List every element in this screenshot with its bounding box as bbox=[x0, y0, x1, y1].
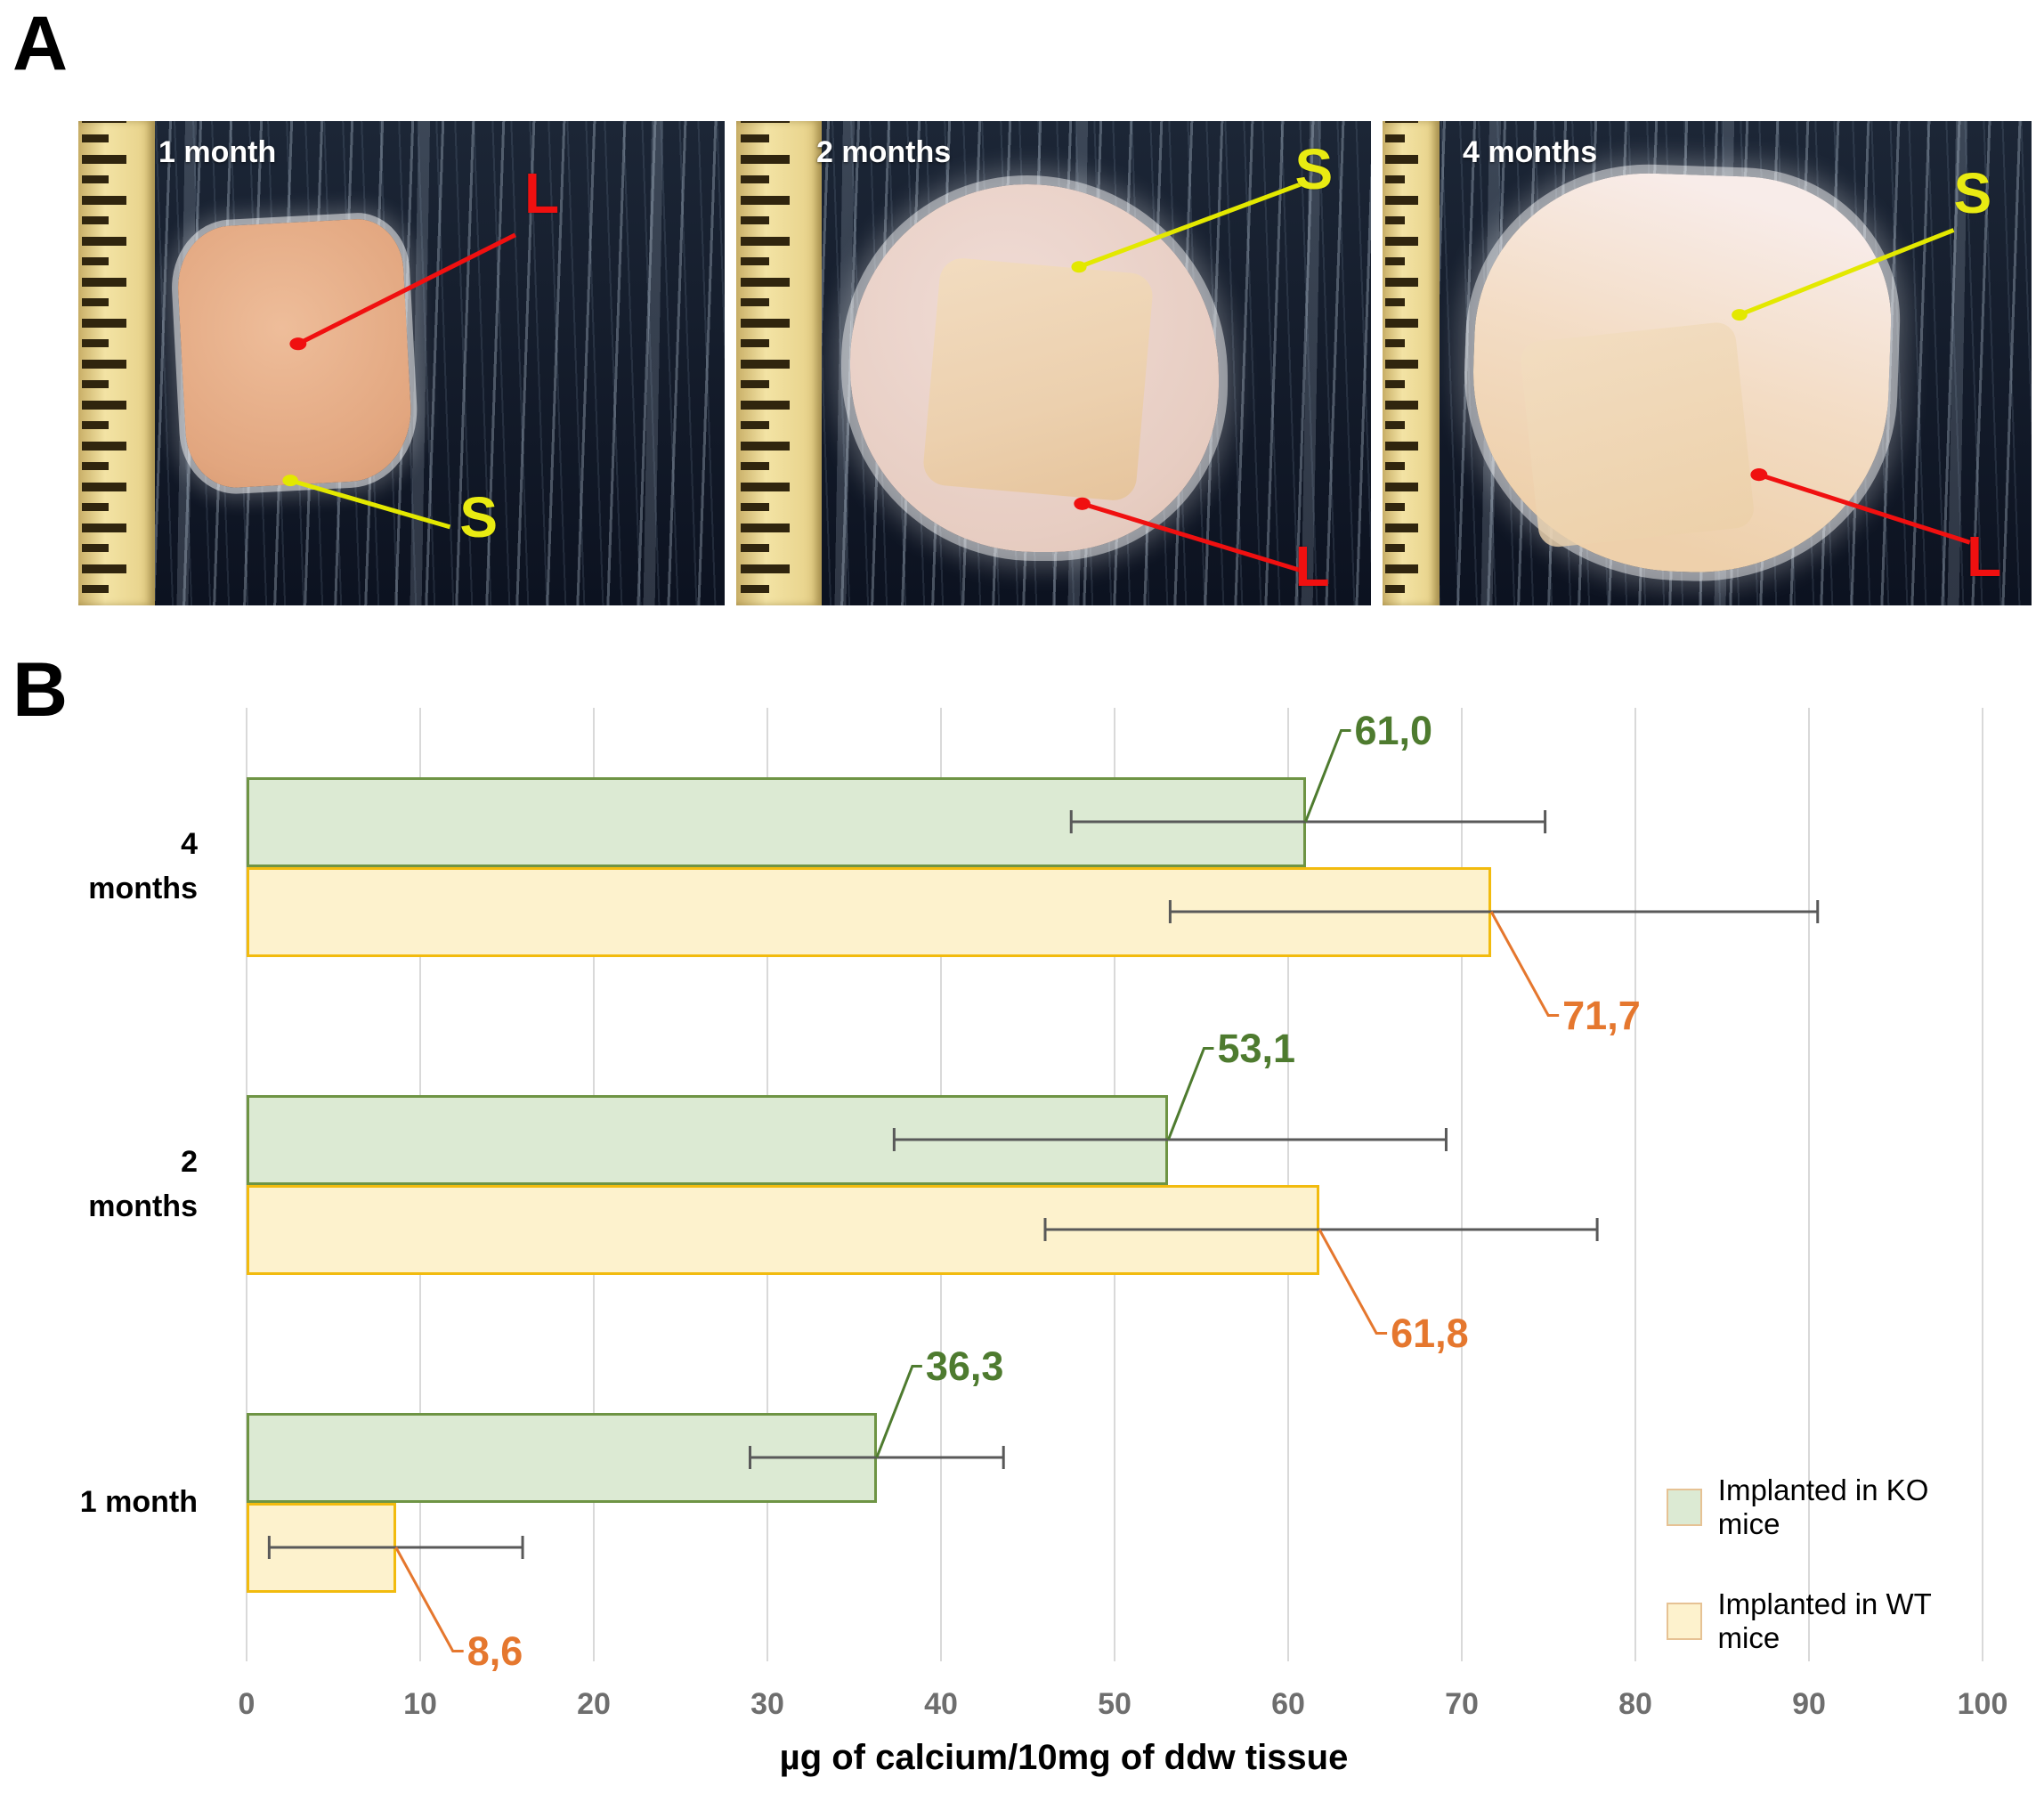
x-tick-label-50: 50 bbox=[1098, 1687, 1132, 1721]
value-label-ko-2-months: 53,1 bbox=[1217, 1025, 1296, 1071]
legend-swatch-wt-icon bbox=[1667, 1603, 1702, 1640]
tissue-sample bbox=[850, 183, 1219, 553]
x-tick-label-90: 90 bbox=[1792, 1687, 1826, 1721]
value-label-ko-4-months: 61,0 bbox=[1354, 707, 1433, 753]
photo-2-months: 2 months L S bbox=[736, 121, 1371, 605]
annotation-lines bbox=[282, 121, 725, 605]
annotation-lines bbox=[1732, 121, 2032, 605]
gridline-x-90 bbox=[1808, 708, 1810, 1661]
value-label-wt-4-months: 71,7 bbox=[1562, 992, 1641, 1038]
x-tick-label-20: 20 bbox=[577, 1687, 611, 1721]
ruler-icon bbox=[78, 121, 155, 605]
panel-a-label: A bbox=[12, 1, 69, 86]
shell-marker: S bbox=[1294, 136, 1334, 201]
x-tick-label-10: 10 bbox=[403, 1687, 437, 1721]
legend-label-ko: Implanted in KO mice bbox=[1717, 1473, 1929, 1540]
photo-1-month: 1 month L S bbox=[78, 121, 725, 605]
category-label-2-months: 2 months bbox=[88, 1145, 198, 1223]
photo-4-months: 4 months L S bbox=[1383, 121, 2032, 605]
category-label-4-months: 4 months bbox=[88, 827, 198, 905]
x-tick-label-60: 60 bbox=[1271, 1687, 1305, 1721]
x-tick-label-40: 40 bbox=[924, 1687, 958, 1721]
annotation-lines bbox=[1071, 121, 1371, 605]
legend-label-wt: Implanted in WT mice bbox=[1717, 1587, 1932, 1654]
panel-b-label: B bbox=[12, 647, 69, 733]
gridline-x-100 bbox=[1982, 708, 1983, 1661]
legend-swatch-ko-icon bbox=[1667, 1489, 1702, 1526]
chart-legend: Implanted in KO mice Implanted in WT mic… bbox=[1667, 1473, 1983, 1701]
photo-time-label: 1 month bbox=[158, 135, 277, 169]
photo-time-label: 4 months bbox=[1463, 135, 1598, 169]
lesion-marker: L bbox=[1294, 533, 1330, 598]
bar-wt-2-months bbox=[247, 1184, 1320, 1275]
error-bars-and-leaders bbox=[267, 729, 1820, 1652]
photo-time-label: 2 months bbox=[816, 135, 952, 169]
gridline-x-70 bbox=[1461, 708, 1463, 1661]
lesion-marker: L bbox=[1967, 524, 2002, 589]
x-tick-label-0: 0 bbox=[238, 1687, 256, 1721]
ruler-icon bbox=[1383, 121, 1440, 605]
shell-marker: S bbox=[459, 485, 499, 550]
ruler-icon bbox=[736, 121, 822, 605]
category-label-1-month: 1 month bbox=[79, 1484, 198, 1519]
value-label-wt-2-months: 61,8 bbox=[1391, 1310, 1469, 1356]
legend-item-wt: Implanted in WT mice bbox=[1667, 1587, 1983, 1655]
shell-marker: S bbox=[1953, 160, 1992, 225]
x-tick-label-30: 30 bbox=[750, 1687, 784, 1721]
lesion-marker: L bbox=[523, 160, 560, 225]
legend-item-ko: Implanted in KO mice bbox=[1667, 1473, 1983, 1541]
value-label-wt-1-month: 8,6 bbox=[466, 1628, 523, 1674]
x-tick-label-100: 100 bbox=[1957, 1687, 2008, 1721]
x-tick-label-80: 80 bbox=[1618, 1687, 1652, 1721]
value-label-ko-1-month: 36,3 bbox=[925, 1343, 1004, 1389]
plot-area: Implanted in KO mice Implanted in WT mic… bbox=[246, 707, 1983, 1674]
x-axis-ticks: 0 10 20 30 40 50 60 70 80 90 100 bbox=[0, 1677, 2044, 1731]
gridline-x-80 bbox=[1634, 708, 1636, 1661]
x-tick-label-70: 70 bbox=[1445, 1687, 1479, 1721]
category-axis: 4 months 2 months 1 month bbox=[0, 708, 223, 1661]
x-axis-title: µg of calcium/10mg of ddw tissue bbox=[779, 1738, 1349, 1777]
